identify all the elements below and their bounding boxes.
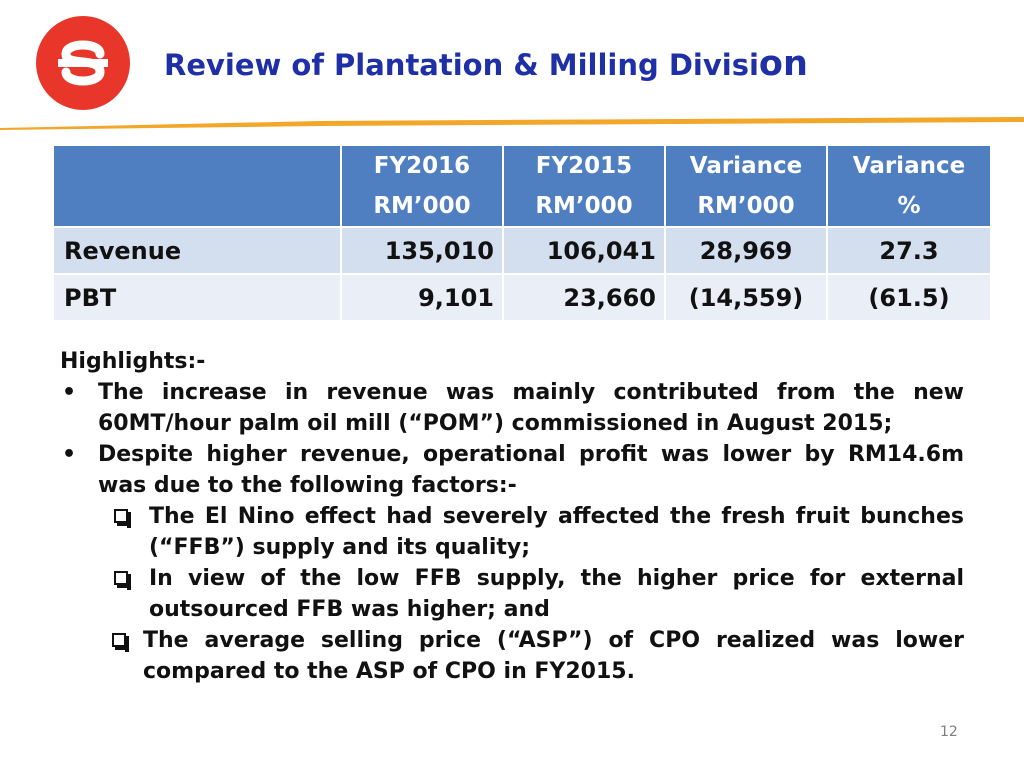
- sub-bullet-text: The El Nino effect had severely affected…: [149, 504, 964, 560]
- cell-fy2015: 106,041: [502, 226, 666, 275]
- cell-variance-rm: 28,969: [664, 226, 828, 275]
- page-title: Review of Plantation & Milling Division: [164, 44, 808, 84]
- bullet-text: Despite higher revenue, operational prof…: [98, 442, 964, 498]
- header-cell-variance-rm: Variance RM’000: [664, 144, 828, 228]
- sub-bullet-text: In view of the low FFB supply, the highe…: [149, 566, 964, 622]
- list-item: • The increase in revenue was mainly con…: [60, 377, 964, 439]
- page-number: 12: [940, 724, 958, 740]
- cell-variance-pct: (61.5): [826, 273, 992, 322]
- cell-fy2015: 23,660: [502, 273, 666, 322]
- list-item: • Despite higher revenue, operational pr…: [60, 439, 964, 501]
- s-logo-icon: [36, 16, 130, 110]
- bullet-dot-icon: •: [62, 380, 77, 405]
- row-label: Revenue: [52, 226, 342, 275]
- table-row: PBT 9,101 23,660 (14,559) (61.5): [52, 273, 992, 322]
- list-item: In view of the low FFB supply, the highe…: [60, 563, 964, 625]
- header-cell-fy2016: FY2016 RM’000: [340, 144, 504, 228]
- financial-table: FY2016 RM’000 FY2015 RM’000 Variance RM’000…: [52, 144, 992, 322]
- highlights-heading: Highlights:-: [60, 349, 206, 374]
- checkbox-bullet-icon: [114, 571, 131, 590]
- table-header-row: FY2016 RM’000 FY2015 RM’000 Variance RM’000…: [52, 144, 992, 228]
- checkbox-bullet-icon: [112, 633, 129, 652]
- cell-variance-rm: (14,559): [664, 273, 828, 322]
- table-row: Revenue 135,010 106,041 28,969 27.3: [52, 226, 992, 275]
- highlights-section: Highlights:- • The increase in revenue w…: [60, 346, 964, 687]
- company-logo: [36, 16, 130, 110]
- sub-bullet-text: The average selling price (“ASP”) of CPO…: [143, 628, 964, 684]
- header-rule: [0, 117, 1024, 130]
- cell-fy2016: 135,010: [340, 226, 504, 275]
- bullet-text: The increase in revenue was mainly contr…: [98, 380, 964, 436]
- header-cell-fy2015: FY2015 RM’000: [502, 144, 666, 228]
- bullet-dot-icon: •: [62, 442, 77, 467]
- cell-variance-pct: 27.3: [826, 226, 992, 275]
- row-label: PBT: [52, 273, 342, 322]
- list-item: The average selling price (“ASP”) of CPO…: [60, 625, 964, 687]
- cell-fy2016: 9,101: [340, 273, 504, 322]
- checkbox-bullet-icon: [114, 509, 131, 528]
- header-cell-empty: [52, 144, 342, 228]
- list-item: The El Nino effect had severely affected…: [60, 501, 964, 563]
- header-cell-variance-pct: Variance%: [826, 144, 992, 228]
